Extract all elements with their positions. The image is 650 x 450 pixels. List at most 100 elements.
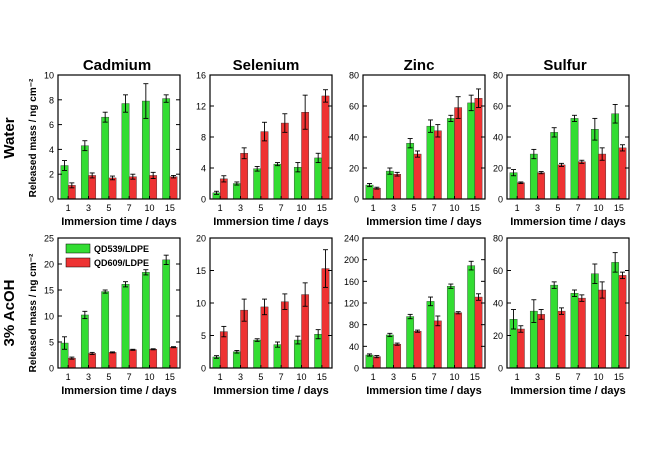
bar-qd609 [372,356,381,369]
y-tick-label: 20 [349,164,359,174]
x-tick-label: 7 [576,372,581,382]
x-tick-label: 1 [371,203,376,213]
column-title-sulfur: Sulfur [543,57,586,74]
axes-frame [209,237,333,369]
x-tick-label: 5 [411,372,416,382]
bar-qd609 [280,301,289,369]
y-tick-label: 0 [498,195,503,205]
bar-qd539 [550,132,559,200]
y-tick-label: 60 [349,102,359,112]
y-tick-label: 20 [44,260,54,270]
y-tick-label: 15 [196,266,206,276]
x-tick-label: 7 [432,203,437,213]
bar-qd539 [162,259,171,369]
panel-4: 0 5 10 15 20 25 1 3 5 7 10 15 Immersion time / days [44,234,181,397]
bar-qd609 [321,95,330,200]
bar-qd609 [260,306,269,369]
x-tick-label: 10 [144,203,154,213]
bar-qd609 [577,297,586,369]
x-tick-label: 1 [218,203,223,213]
x-tick-label: 10 [449,372,459,382]
x-tick-label: 15 [317,203,327,213]
bar-qd539 [611,262,620,369]
axes-frame [362,74,486,200]
y-axis-label-top: Released mass / ng cm⁻² [28,78,39,197]
bar-qd609 [88,175,97,200]
y-tick-label: 10 [44,312,54,322]
x-tick-label: 3 [391,372,396,382]
column-title-selenium: Selenium [233,57,300,74]
bar-qd609 [108,177,117,200]
y-tick-label: 25 [44,234,54,244]
y-tick-label: 0 [49,195,54,205]
bar-qd539 [365,354,374,369]
column-title-zinc: Zinc [404,57,435,74]
y-tick-label: 20 [493,164,503,174]
x-tick-label: 7 [432,372,437,382]
y-tick-label: 40 [493,299,503,309]
axes-frame [362,237,486,369]
y-tick-label: 10 [196,299,206,309]
bar-qd609 [557,310,566,369]
panel-3: 0 20 40 60 80 1 3 5 7 10 15 Immersion time / days [493,71,630,228]
x-tick-label: 3 [391,203,396,213]
bar-qd539 [446,118,455,200]
y-tick-label: 0 [49,364,54,374]
row-label-water: Water [1,117,18,158]
panel-7: 0 20 40 60 80 1 3 5 7 10 15 Immersion time / days [493,234,630,397]
bar-qd539 [314,334,323,369]
bar-qd539 [162,98,171,200]
bar-qd539 [101,116,110,200]
x-tick-label: 3 [86,372,91,382]
bar-qd609 [169,176,178,200]
x-tick-label: 15 [165,203,175,213]
legend: QD539/LDPE QD609/LDPE [65,243,149,268]
y-tick-label: 80 [349,320,359,330]
x-tick-label: 10 [593,203,603,213]
bar-qd539 [385,334,394,369]
bar-qd539 [232,183,241,200]
x-tick-label: 10 [296,203,306,213]
bar-qd539 [314,157,323,200]
y-tick-label: 16 [196,71,206,81]
y-axis-label-bottom: Released mass / ng cm⁻² [28,253,39,372]
y-tick-label: 15 [44,286,54,296]
x-tick-label: 5 [106,203,111,213]
x-tick-label: 7 [127,372,132,382]
y-tick-label: 40 [349,342,359,352]
x-tick-label: 7 [127,203,132,213]
bar-qd539 [101,291,110,369]
y-tick-label: 120 [344,299,359,309]
bar-qd609 [516,182,525,200]
bar-qd539 [509,172,518,200]
x-tick-label: 15 [470,372,480,382]
legend-label-qd539: QD539/LDPE [94,244,149,254]
x-tick-label: 5 [258,203,263,213]
x-axis-label: Immersion time / days [213,216,329,228]
bar-qd609 [128,176,137,200]
bar-qd609 [577,161,586,200]
panel-1: 0 4 8 12 16 1 3 5 7 10 15 Immersion time / days [196,71,333,228]
bar-qd539 [80,314,89,369]
bar-qd539 [253,339,262,369]
y-tick-label: 60 [493,266,503,276]
bar-qd609 [413,330,422,369]
legend-label-qd609: QD609/LDPE [94,258,149,268]
bar-qd539 [385,170,394,200]
bar-qd609 [537,172,546,200]
bar-qd609 [128,349,137,369]
row-label-acoh: 3% AcOH [1,280,18,347]
bar-qd609 [393,343,402,369]
bar-qd609 [433,320,442,369]
bar-qd609 [618,275,627,369]
x-tick-label: 3 [238,203,243,213]
x-tick-label: 15 [614,203,624,213]
bar-qd609 [537,314,546,369]
bar-qd539 [253,168,262,200]
bar-qd609 [393,173,402,200]
bar-qd609 [454,312,463,369]
x-tick-label: 1 [66,372,71,382]
y-tick-label: 8 [49,95,54,105]
y-tick-label: 60 [493,102,503,112]
